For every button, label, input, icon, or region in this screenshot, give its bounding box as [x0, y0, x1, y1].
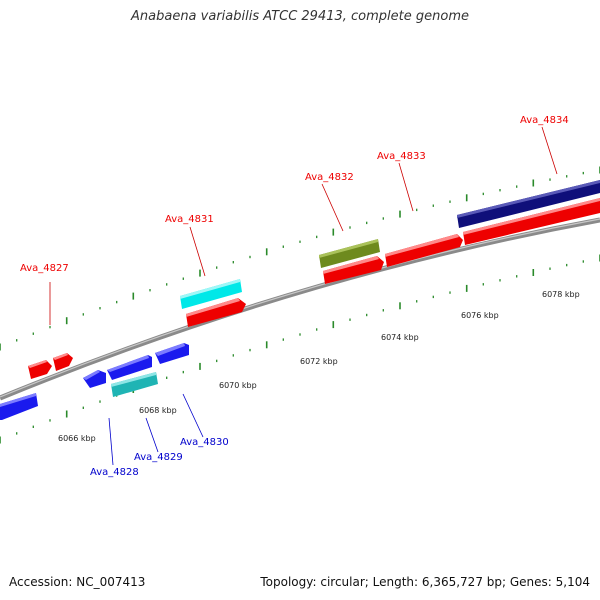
- gene-ava-4834[interactable]: [457, 180, 600, 228]
- map-title: Anabaena variabilis ATCC 29413, complete…: [131, 9, 469, 24]
- scale-label-6066: 6066 kbp: [58, 434, 96, 443]
- scale-label-6068: 6068 kbp: [139, 406, 177, 415]
- gene-ava-4833[interactable]: [385, 234, 463, 267]
- gene-red-forward-large[interactable]: [463, 198, 600, 245]
- leader-ava-4828: [108, 417, 114, 466]
- genome-backbone: [0, 217, 600, 401]
- scale-label-6072: 6072 kbp: [300, 357, 338, 366]
- tick-track-upper: [0, 166, 600, 351]
- gene-red-forward-1[interactable]: [186, 298, 246, 327]
- gene-label-ava-4829[interactable]: Ava_4829: [134, 452, 183, 463]
- accession-label: Accession:: [9, 575, 73, 589]
- scale-label-6076: 6076 kbp: [461, 311, 499, 320]
- leader-ava-4830: [182, 393, 204, 438]
- leader-ava-4829: [145, 417, 159, 453]
- leader-ava-4833: [398, 162, 414, 212]
- genome-summary: Topology: circular; Length: 6,365,727 bp…: [260, 575, 590, 589]
- gene-label-ava-4830[interactable]: Ava_4830: [180, 437, 229, 448]
- tick-track-lower: [0, 254, 600, 444]
- gene-ava-4830[interactable]: [107, 343, 189, 380]
- scale-label-6074: 6074 kbp: [381, 333, 419, 342]
- gene-label-ava-4832[interactable]: Ava_4832: [305, 172, 354, 183]
- gene-red-forward-2[interactable]: [323, 256, 384, 284]
- leader-ava-4831: [189, 226, 206, 277]
- gene-label-ava-4831[interactable]: Ava_4831: [165, 214, 214, 225]
- gene-ava-4831[interactable]: [180, 279, 242, 309]
- leader-ava-4832: [321, 183, 344, 232]
- gene-label-ava-4828[interactable]: Ava_4828: [90, 467, 139, 478]
- accession-value: NC_007413: [76, 575, 146, 589]
- gene-label-ava-4833[interactable]: Ava_4833: [377, 151, 426, 162]
- gene-reverse-left-edge[interactable]: [0, 393, 38, 420]
- accession-text: Accession: NC_007413: [9, 575, 145, 589]
- leader-ava-4834: [541, 126, 558, 175]
- gene-ava-4832[interactable]: [319, 239, 380, 268]
- scale-label-6078: 6078 kbp: [542, 290, 580, 299]
- scale-label-6070: 6070 kbp: [219, 381, 257, 390]
- genome-backbone-highlight: [0, 218, 600, 398]
- gene-label-ava-4834[interactable]: Ava_4834: [520, 115, 569, 126]
- gene-label-ava-4827[interactable]: Ava_4827: [20, 263, 69, 274]
- gene-ava-4829[interactable]: [111, 372, 158, 397]
- gene-ava-4827[interactable]: [28, 353, 73, 379]
- gene-ava-4828[interactable]: [83, 370, 106, 388]
